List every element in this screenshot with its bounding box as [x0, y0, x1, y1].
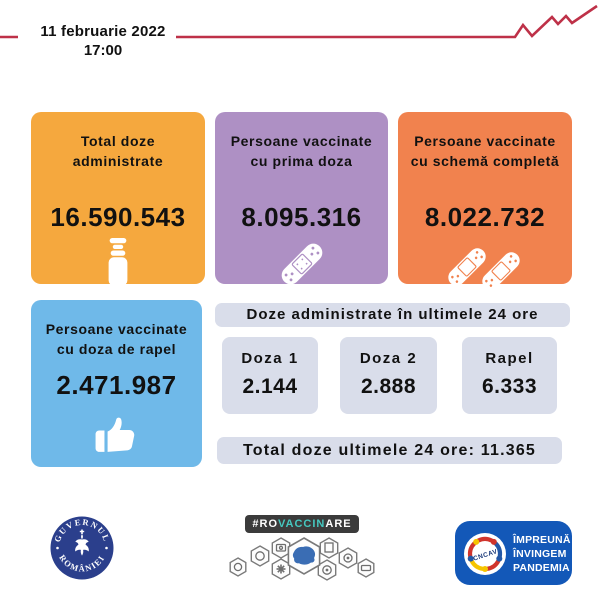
report-time: 17:00	[83, 41, 123, 59]
last24-total-label: Total doze ultimele 24 ore:	[242, 442, 476, 459]
romania-map-icon	[292, 546, 316, 565]
card-booster-dose: Persoane vaccinate cu doza de rapel 2.47…	[31, 300, 202, 467]
mini-card-rapel: Rapel 6.333	[462, 337, 557, 414]
government-romania-seal: GUVERNUL ROMÂNIEI	[50, 516, 114, 580]
card-booster-value: 2.471.987	[56, 370, 177, 400]
double-bandage-icon	[398, 238, 572, 292]
rovaccinare-badge: #ROVACCINARE	[245, 515, 359, 533]
rovaccinare-hexagon-cluster	[229, 537, 375, 581]
card-complete-value: 8.022.732	[424, 202, 546, 232]
cncav-slogan-line1: ÎMPREUNĂ	[513, 534, 571, 546]
cncav-slogan-line3: PANDEMIA	[513, 562, 570, 575]
mini-card-doza2-label: Doza 2	[359, 350, 418, 367]
card-total-label: Total doze administrate	[72, 133, 164, 170]
last24-header: Doze administrate în ultimele 24 ore	[215, 303, 570, 327]
heartbeat-line-icon	[0, 4, 598, 39]
eagle-crest-icon	[75, 529, 89, 556]
card-first-value: 8.095.316	[241, 202, 362, 232]
mini-card-rapel-value: 6.333	[481, 375, 538, 398]
card-complete-label: Persoane vaccinate cu schemă completă	[410, 133, 560, 170]
report-datetime: 11 februarie 2022 17:00	[28, 23, 178, 61]
mini-card-doza1: Doza 1 2.144	[222, 337, 318, 414]
cncav-slogan-line2: ÎNVINGEM	[513, 548, 567, 561]
card-total-doses: Total doze administrate 16.590.543	[31, 112, 205, 286]
rovaccinare-prefix: #RO	[252, 518, 279, 530]
vial-icon	[31, 238, 205, 286]
mini-card-doza1-label: Doza 1	[241, 350, 299, 367]
rovaccinare-logo: #ROVACCINARE	[226, 514, 378, 588]
mini-card-doza2-value: 2.888	[360, 375, 417, 398]
thumbs-up-icon	[31, 408, 202, 454]
cncav-logo: CNCAV ÎMPREUNĂ ÎNVINGEM PANDEMIA	[455, 521, 572, 585]
card-total-value: 16.590.543	[50, 202, 186, 232]
mini-card-doza2: Doza 2 2.888	[340, 337, 437, 414]
rovaccinare-mid: VACCIN	[278, 518, 326, 530]
rovaccinare-suffix: ARE	[325, 518, 352, 530]
card-booster-label: Persoane vaccinate cu doza de rapel	[45, 321, 188, 358]
card-first-label: Persoane vaccinate cu prima doza	[230, 133, 373, 170]
cncav-circle-icon: CNCAV	[464, 533, 506, 575]
last24-total-bar: Total doze ultimele 24 ore: 11.365	[217, 437, 562, 464]
mini-card-rapel-label: Rapel	[485, 350, 534, 367]
bandage-icon	[215, 238, 388, 290]
cncav-slogan: ÎMPREUNĂ ÎNVINGEM PANDEMIA	[513, 533, 571, 576]
report-date: 11 februarie 2022	[40, 23, 166, 40]
last24-total-value: 11.365	[480, 442, 537, 459]
card-complete-scheme: Persoane vaccinate cu schemă completă 8.…	[398, 112, 572, 290]
card-first-dose: Persoane vaccinate cu prima doza 8.095.3…	[215, 112, 388, 285]
mini-card-doza1-value: 2.144	[242, 375, 298, 398]
